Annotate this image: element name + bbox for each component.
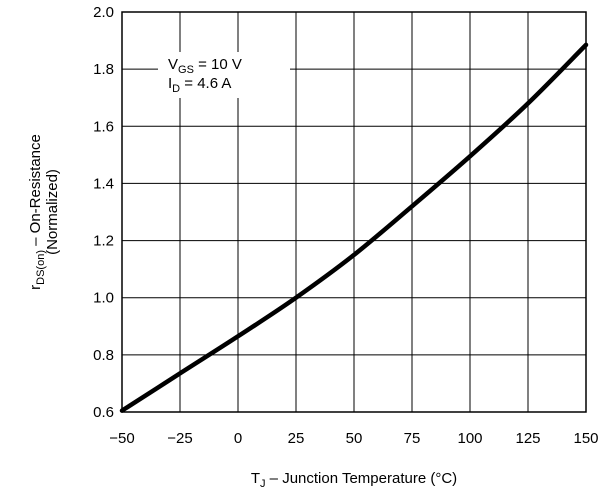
tick-labels: −50 −25 0 25 50 75 100 125 150 0.6 0.8 1.0 1.2 1.4 1.6… (93, 4, 598, 447)
y-tick-label: 0.6 (93, 404, 114, 421)
y-tick-label: 1.8 (93, 61, 114, 78)
x-axis-label: TJ – Junction Temperature (°C) (251, 470, 457, 490)
x-tick-label: 100 (457, 430, 482, 447)
y-tick-label: 1.0 (93, 290, 114, 307)
series-line (119, 42, 589, 413)
x-tick-label: 125 (515, 430, 540, 447)
y-axis-label: rDS(on) – On-Resistance (27, 134, 47, 290)
y-tick-label: 0.8 (93, 347, 114, 364)
annotation-id: ID = 4.6 A (168, 75, 231, 95)
annotation-box (158, 52, 290, 98)
x-tick-label: −25 (167, 430, 192, 447)
plot-frame (121, 11, 587, 413)
x-tick-label: 150 (573, 430, 598, 447)
annotation-vgs: VGS = 10 V (168, 56, 242, 76)
x-tick-label: 50 (346, 430, 363, 447)
grid-lines (122, 12, 586, 412)
y-tick-label: 1.2 (93, 233, 114, 250)
x-tick-label: 0 (234, 430, 242, 447)
y-tick-label: 2.0 (93, 4, 114, 21)
y-axis-label-line2: (Normalized) (44, 169, 61, 255)
x-tick-label: 75 (404, 430, 421, 447)
y-tick-label: 1.6 (93, 118, 114, 135)
x-tick-label: 25 (288, 430, 305, 447)
y-tick-label: 1.4 (93, 175, 114, 192)
x-tick-label: −50 (109, 430, 134, 447)
